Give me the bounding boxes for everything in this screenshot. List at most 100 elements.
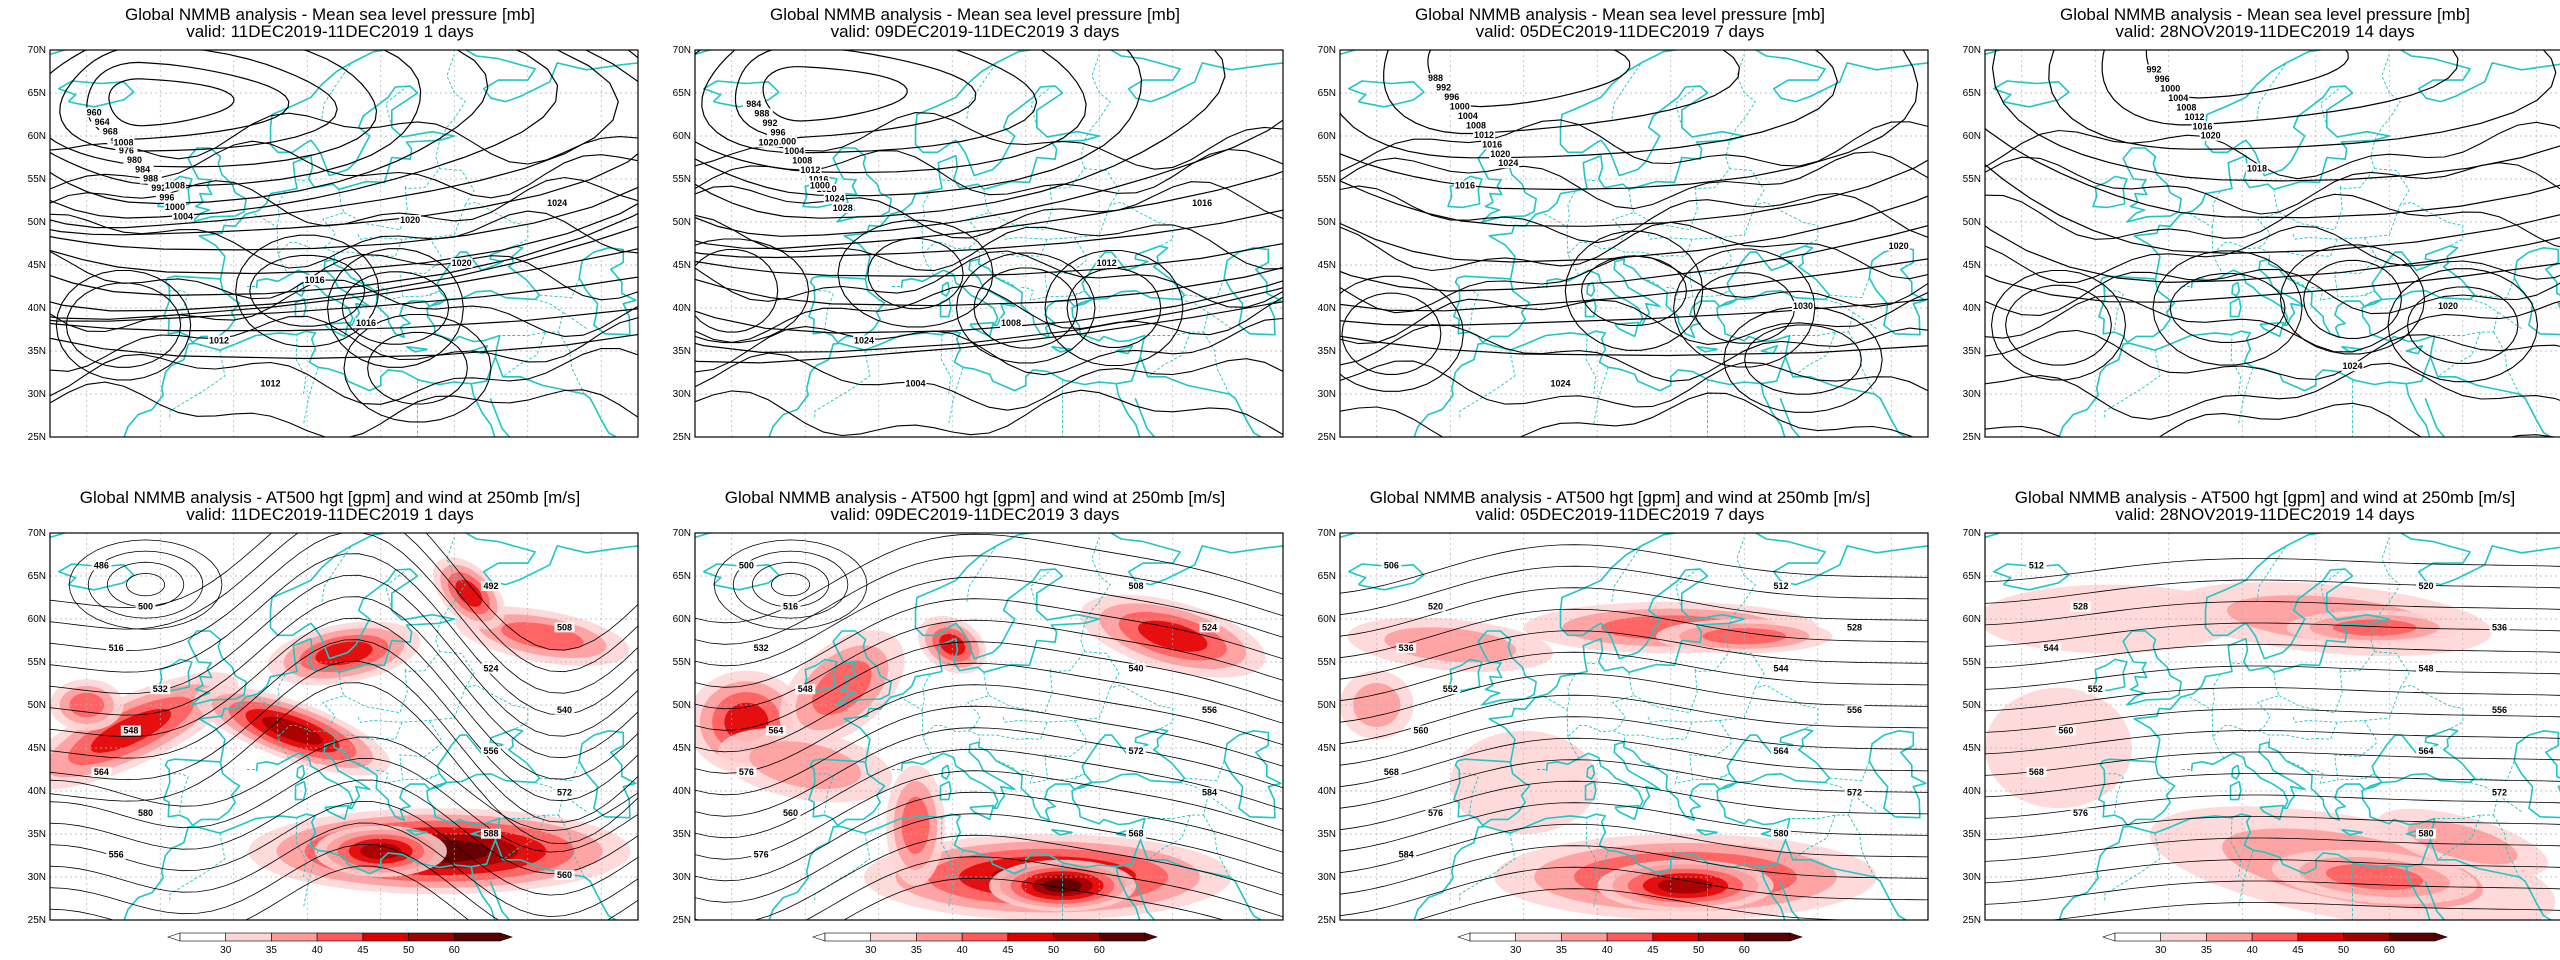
- wind-shade-level: [1702, 628, 1787, 645]
- graticule: [695, 533, 1283, 920]
- graticule: [1340, 533, 1928, 920]
- colorbar-swatch: [2251, 932, 2299, 942]
- colorbar-swatch: [1743, 932, 1791, 942]
- graticule: [50, 533, 638, 920]
- lat-tick-label: 65N: [1318, 88, 1336, 99]
- height-label-bg: [2489, 787, 2510, 798]
- lat-tick-label: 25N: [1963, 432, 1981, 443]
- isobar-label: 1012: [1097, 258, 1117, 268]
- height-label-bg: [554, 870, 575, 880]
- lat-tick-label: 40N: [1318, 303, 1336, 314]
- height-label: 512: [1773, 581, 1788, 591]
- lat-tick-label: 55N: [1318, 174, 1336, 185]
- lat-tick-label: 40N: [28, 786, 46, 797]
- lat-tick-label: 50N: [28, 700, 46, 711]
- height-label-bg: [2026, 766, 2047, 777]
- height-label: 556: [109, 849, 124, 859]
- isobar-contours: 9849889929961000100410081012101610201024…: [695, 50, 1283, 437]
- isobar-label: 1004: [905, 378, 925, 388]
- height-label-bg: [2416, 581, 2436, 592]
- colorbar-swatch: [1606, 932, 1654, 942]
- panel-title: Global NMMB analysis - Mean sea level pr…: [2059, 5, 2471, 24]
- isobar-label-bg: [1448, 101, 1471, 112]
- lon-tick-label: 20E: [1662, 927, 1680, 928]
- lon-tick-label: 20W: [1366, 927, 1387, 928]
- height-contours: 486 492 500 508 516 524 532 540 548 556 564 572 580 5…: [50, 533, 638, 920]
- wind-shade-level: [455, 579, 483, 607]
- axis-labels: 70N 65N 60N 55N 50N 45N 40N 35N 30N 25N 20W 10W 0 10E…: [673, 528, 1256, 928]
- height-label-bg: [2416, 663, 2436, 674]
- lat-tick-label: 25N: [28, 915, 46, 926]
- wind-shade-level: [2332, 619, 2417, 636]
- height-label-bg: [1126, 663, 1146, 674]
- isobar-label: 996: [159, 193, 174, 203]
- height-label: 568: [1128, 829, 1143, 839]
- isobar-label: 996: [771, 127, 786, 137]
- lat-tick-label: 35N: [673, 829, 691, 840]
- height-label-bg: [751, 849, 772, 860]
- isobar-label-bg: [2183, 111, 2206, 122]
- lon-tick-label: 30E: [445, 927, 463, 928]
- colorbar-swatch: [1515, 932, 1562, 942]
- lat-tick-label: 35N: [1318, 829, 1336, 840]
- lat-tick-label: 30N: [673, 389, 691, 400]
- lat-tick-label: 50N: [673, 217, 691, 228]
- lon-tick-label: 30E: [1735, 927, 1753, 928]
- isobar-label-bg: [1489, 148, 1512, 159]
- colorbar-tick-label: 45: [1647, 945, 1659, 956]
- isobar-label: 960: [87, 108, 102, 118]
- isobar-label: 1016: [305, 275, 325, 285]
- lon-tick-label: 10E: [1588, 444, 1606, 445]
- panel-subtitle: valid: 28NOV2019-11DEC2019 14 days: [2115, 505, 2415, 524]
- lon-tick-label: 50E: [2527, 444, 2545, 445]
- height-label-bg: [150, 684, 171, 695]
- isobar-label: 1000: [165, 202, 185, 212]
- isobar-label: 1000: [2160, 83, 2180, 93]
- isobar-label: 988: [1428, 73, 1443, 83]
- height-label: 564: [768, 726, 783, 736]
- height-label: 580: [138, 808, 153, 818]
- lon-tick-label: 50E: [1882, 444, 1900, 445]
- panel-subtitle: valid: 05DEC2019-11DEC2019 7 days: [1475, 505, 1765, 524]
- lat-tick-label: 25N: [1318, 432, 1336, 443]
- coastlines: [695, 533, 1283, 920]
- coastlines: [1985, 533, 2560, 920]
- isobar-label: 1008: [792, 156, 812, 166]
- height-label: 524: [1202, 622, 1217, 632]
- lat-tick-label: 40N: [673, 786, 691, 797]
- isobar-label-bg: [1481, 139, 1504, 150]
- lon-tick-label: 30E: [1735, 444, 1753, 445]
- isobar-label-bg: [1497, 158, 1520, 169]
- colorbar-tick-label: 45: [1002, 945, 1014, 956]
- height-label-bg: [554, 704, 575, 715]
- height-label-bg: [765, 725, 786, 736]
- isobar-label: 988: [143, 174, 158, 184]
- lon-tick-label: 50E: [1237, 444, 1255, 445]
- lat-tick-label: 65N: [28, 571, 46, 582]
- isobar-label: 1020: [400, 215, 420, 225]
- lat-tick-label: 30N: [673, 872, 691, 883]
- height-label-bg: [481, 746, 501, 757]
- axis-labels: 70N 65N 60N 55N 50N 45N 40N 35N 30N 25N 20W 10W 0 10E…: [1318, 45, 1901, 445]
- lon-tick-label: 10W: [795, 927, 816, 928]
- height-label: 576: [1428, 808, 1443, 818]
- colorbar-tick-label: 45: [2292, 945, 2304, 956]
- colorbar-tick-label: 35: [911, 945, 923, 956]
- isobar-label: 1020: [1889, 241, 1909, 251]
- isobar-label: 1000: [810, 181, 830, 191]
- lon-tick-label: 30E: [1090, 444, 1108, 445]
- height-label-bg: [1771, 828, 1791, 839]
- height-label: 576: [2073, 808, 2088, 818]
- height-label-bg: [2041, 642, 2062, 653]
- colorbar-tick-label: 40: [957, 945, 969, 956]
- lat-tick-label: 60N: [673, 131, 691, 142]
- lat-tick-label: 25N: [673, 915, 691, 926]
- isobar-label: 996: [1444, 92, 1459, 102]
- isobar-label: 1018: [2247, 163, 2267, 173]
- isobar-label: 992: [2147, 65, 2162, 75]
- map-canvas: 9609649689729769809849889929961000100410…: [28, 45, 639, 445]
- height-label: 540: [557, 705, 572, 715]
- isobar-label-bg: [2143, 64, 2166, 75]
- height-label: 500: [739, 560, 754, 570]
